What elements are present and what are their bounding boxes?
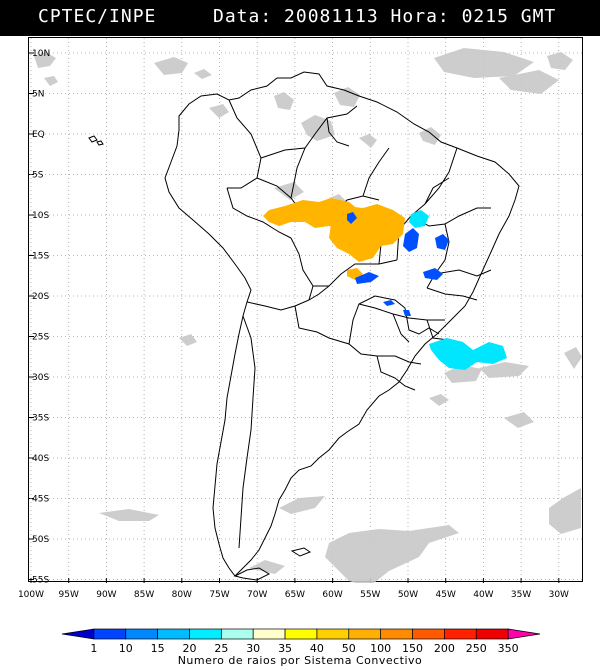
longitude-label: 55W: [360, 590, 380, 600]
legend-label: 10: [119, 642, 133, 655]
source-label: CPTEC/INPE: [38, 6, 157, 27]
longitude-label: 80W: [172, 590, 192, 600]
latitude-label: 35S: [32, 414, 49, 424]
legend-label: 35: [278, 642, 292, 655]
legend-swatch: [284, 628, 318, 640]
country-borders: [226, 99, 440, 549]
legend-tick-labels: 1 10 15 20 25 30 35 40 50 100 150 200 250 350: [90, 642, 519, 655]
storm-blue-7: [403, 310, 411, 316]
latitude-label: EQ: [32, 130, 45, 140]
latitude-label: 5N: [32, 90, 44, 100]
latitude-label: 25S: [32, 333, 49, 343]
longitude-axis: 100W 95W 90W 85W 80W 75W 70W 65W 60W 55W 50W 45W 40W…: [18, 590, 569, 600]
latitude-label: 30S: [32, 373, 49, 383]
longitude-label: 60W: [322, 590, 342, 600]
legend-swatch: [316, 628, 350, 640]
map-panel: 10N 5N EQ 5S 10S 15S 20S 25S 30S 35S 40S 45S 50S 55S: [28, 37, 584, 587]
latitude-label: 50S: [32, 535, 49, 545]
longitude-label: 50W: [398, 590, 418, 600]
storm-systems: [263, 198, 507, 370]
legend-colorbar: [61, 628, 541, 640]
galapagos-islands: [88, 135, 104, 146]
latitude-label: 20S: [32, 292, 49, 302]
legend-swatch: [125, 628, 158, 640]
latitude-label: 10S: [32, 211, 49, 221]
south-america-coast: [164, 71, 520, 577]
legend-swatch: [220, 628, 254, 640]
legend-label: 350: [498, 642, 519, 655]
longitude-label: 95W: [59, 590, 79, 600]
title-bar: CPTEC/INPE Data: 20081113 Hora: 0215 GMT: [0, 0, 600, 36]
storm-blue-2: [403, 228, 419, 252]
legend-swatch: [157, 628, 190, 640]
tierra-del-fuego: [233, 567, 271, 581]
legend-swatch: [412, 628, 445, 640]
map-canvas: 10N 5N EQ 5S 10S 15S 20S 25S 30S 35S 40S 45S 50S 55S: [29, 38, 584, 587]
longitude-label: 40W: [473, 590, 493, 600]
legend-swatch: [348, 628, 382, 640]
storm-cyan-south: [429, 338, 507, 370]
legend-label: 1: [90, 642, 97, 655]
legend-label: 200: [434, 642, 455, 655]
latitude-label: 55S: [32, 576, 49, 584]
longitude-label: 35W: [511, 590, 531, 600]
legend-swatch: [61, 628, 95, 640]
longitude-label: 85W: [134, 590, 154, 600]
storm-cyan-1: [409, 210, 429, 228]
cloud-cover: [34, 48, 582, 587]
legend-title: Numero de raios por Sistema Convectivo: [177, 654, 423, 667]
latitude-label: 10N: [32, 49, 50, 59]
longitude-label: 100W: [18, 590, 44, 600]
legend-label: 100: [370, 642, 391, 655]
legend-label: 250: [466, 642, 487, 655]
graticule: [29, 38, 584, 583]
longitude-label: 30W: [549, 590, 569, 600]
legend-swatch: [475, 628, 509, 640]
storm-blue-5: [355, 272, 379, 284]
storm-blue-1: [347, 212, 357, 224]
falkland-islands: [290, 547, 312, 557]
legend-label: 40: [310, 642, 324, 655]
legend-label: 30: [246, 642, 260, 655]
storm-blue-3: [435, 234, 449, 250]
latitude-label: 45S: [32, 495, 49, 505]
longitude-label: 45W: [436, 590, 456, 600]
storm-orange-central: [329, 204, 405, 262]
legend-swatch: [189, 628, 222, 640]
legend-label: 15: [151, 642, 165, 655]
latitude-label: 15S: [32, 252, 49, 262]
legend-label: 50: [342, 642, 356, 655]
longitude-label: 70W: [247, 590, 267, 600]
legend-swatch: [252, 628, 286, 640]
storm-blue-6: [383, 300, 395, 306]
latitude-labels: 10N 5N EQ 5S 10S 15S 20S 25S 30S 35S 40S 45S 50S 55S: [32, 49, 50, 586]
legend-label: 20: [182, 642, 196, 655]
legend-swatch: [444, 628, 477, 640]
legend-label: 150: [402, 642, 423, 655]
legend-swatch: [380, 628, 413, 640]
storm-blue-4: [423, 268, 443, 280]
datetime-label: Data: 20081113 Hora: 0215 GMT: [213, 6, 557, 27]
latitude-label: 5S: [32, 171, 44, 181]
legend-swatch: [93, 628, 127, 640]
longitude-label: 75W: [209, 590, 229, 600]
legend-swatch: [507, 628, 541, 640]
latitude-label: 40S: [32, 454, 49, 464]
longitude-label: 90W: [96, 590, 116, 600]
legend-label: 25: [214, 642, 228, 655]
longitude-label: 65W: [285, 590, 305, 600]
